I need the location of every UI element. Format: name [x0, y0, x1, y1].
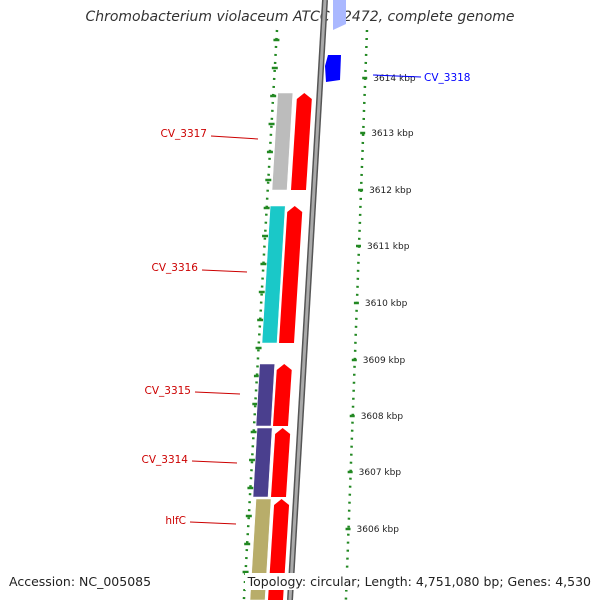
- gene-arrow-cv-3318[interactable]: [325, 55, 341, 82]
- gene-label-cv-3317[interactable]: CV_3317: [161, 128, 208, 140]
- gene-label-leader-cv-3314: [191, 460, 238, 464]
- gene-label-cv-3314[interactable]: CV_3314: [142, 454, 189, 466]
- gene-arrow-cv-3317[interactable]: [291, 93, 312, 190]
- gene-label-leader-cv-3316: [201, 269, 248, 273]
- gene-label-leader-cv-3317: [210, 135, 259, 140]
- gene-label-leader-hlfc: [189, 521, 237, 525]
- gene-label-cv-3315[interactable]: CV_3315: [145, 385, 192, 397]
- gene-label-leader-cv-3318: [372, 74, 422, 78]
- topology-text: Topology: circular; Length: 4,751,080 bp…: [244, 573, 594, 590]
- scale-label: 3609 kbp: [363, 356, 406, 366]
- scale-label: 3611 kbp: [367, 242, 410, 252]
- map-title: Chromobacterium violaceum ATCC 12472, co…: [85, 9, 515, 25]
- scale-label: 3606 kbp: [357, 525, 400, 535]
- gene-block-cv-3315[interactable]: [255, 363, 275, 427]
- scale-label: 3608 kbp: [361, 412, 404, 422]
- gene-label-cv-3318[interactable]: CV_3318: [424, 72, 471, 84]
- gene-arrow-partial-top[interactable]: [333, 0, 346, 30]
- sequence-backbone-highlight: [288, 0, 327, 600]
- scale-label: 3614 kbp: [373, 74, 416, 84]
- scale-label: 3613 kbp: [371, 129, 414, 139]
- gene-arrow-cv-3315[interactable]: [273, 364, 292, 426]
- scale-label: 3612 kbp: [369, 186, 412, 196]
- gene-label-hlfc[interactable]: hlfC: [165, 515, 186, 527]
- scale-label: 3610 kbp: [365, 299, 408, 309]
- accession-text: Accession: NC_005085: [6, 573, 155, 590]
- gene-label-cv-3316[interactable]: CV_3316: [152, 262, 199, 274]
- right-dotted-guide: [344, 29, 369, 600]
- scale-label: 3607 kbp: [359, 468, 402, 478]
- gene-label-leader-cv-3315: [194, 391, 241, 395]
- gene-arrow-cv-3316[interactable]: [279, 206, 303, 343]
- gene-block-cv-3317[interactable]: [271, 92, 294, 191]
- gene-arrow-cv-3314[interactable]: [271, 428, 291, 497]
- gene-block-cv-3314[interactable]: [252, 427, 273, 498]
- gene-block-cv-3316[interactable]: [261, 205, 286, 344]
